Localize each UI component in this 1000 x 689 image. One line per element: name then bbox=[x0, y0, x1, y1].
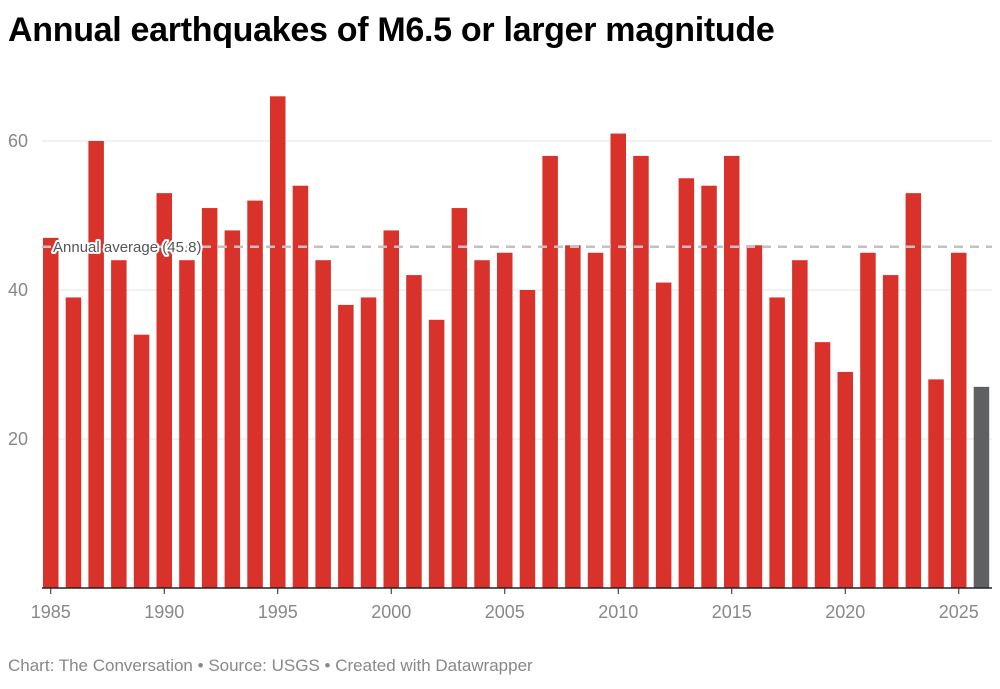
bar bbox=[769, 297, 785, 588]
bar bbox=[882, 275, 899, 588]
x-tick-label: 1990 bbox=[144, 602, 184, 622]
x-axis: 1985 1990 1995 2000 2005 2010 2015 2020 2025 bbox=[31, 587, 992, 622]
footer-credit: Chart: The Conversation bbox=[8, 656, 193, 675]
footer-source: Source: USGS bbox=[208, 656, 320, 675]
y-tick-label: 60 bbox=[8, 131, 28, 151]
x-tick-label: 2005 bbox=[485, 602, 525, 622]
chart-title: Annual earthquakes of M6.5 or larger mag… bbox=[8, 11, 775, 49]
bar bbox=[973, 386, 990, 588]
bar bbox=[746, 245, 763, 589]
bar bbox=[792, 260, 808, 588]
bar bbox=[724, 155, 740, 588]
x-tick-label: 2015 bbox=[712, 602, 752, 622]
bar bbox=[451, 208, 468, 589]
bar bbox=[179, 260, 195, 588]
bar bbox=[247, 200, 263, 588]
bar bbox=[905, 193, 922, 588]
bar bbox=[678, 178, 695, 588]
bar bbox=[315, 260, 331, 588]
bar bbox=[360, 297, 377, 588]
footer-separator: • bbox=[192, 656, 209, 675]
bar bbox=[633, 155, 649, 588]
bar bbox=[224, 230, 241, 588]
bar bbox=[428, 319, 445, 588]
bar bbox=[338, 304, 354, 588]
bar bbox=[292, 185, 309, 588]
gridlines bbox=[42, 140, 992, 440]
bar bbox=[837, 371, 853, 588]
bar bbox=[860, 252, 876, 588]
chart-footer: Chart: The Conversation • Source: USGS •… bbox=[8, 656, 533, 676]
bar bbox=[814, 342, 831, 588]
footer-tool: Created with Datawrapper bbox=[335, 656, 533, 675]
bar bbox=[610, 133, 626, 589]
x-tick-label: 2025 bbox=[939, 602, 979, 622]
bar bbox=[43, 237, 59, 588]
x-tick-label: 1995 bbox=[258, 602, 298, 622]
bar bbox=[701, 185, 717, 588]
bar bbox=[951, 252, 967, 588]
bar bbox=[133, 334, 150, 588]
bars bbox=[43, 96, 990, 589]
bar bbox=[474, 260, 490, 588]
bar bbox=[88, 141, 104, 588]
x-tick-label: 2020 bbox=[825, 602, 865, 622]
bar bbox=[65, 297, 82, 588]
y-tick-label: 40 bbox=[8, 280, 28, 300]
average-annotation: Annual average (45.8) bbox=[42, 237, 992, 258]
y-tick-label: 20 bbox=[8, 429, 28, 449]
y-axis-labels: 20 40 60 bbox=[8, 131, 28, 449]
bar bbox=[201, 208, 218, 589]
bar bbox=[406, 275, 422, 588]
bar bbox=[565, 245, 581, 589]
bar bbox=[655, 282, 672, 588]
x-tick-label: 1985 bbox=[31, 602, 71, 622]
bar bbox=[497, 252, 513, 588]
footer-separator: • bbox=[319, 656, 336, 675]
bar bbox=[542, 155, 558, 588]
bar bbox=[928, 379, 944, 588]
x-tick-label: 2000 bbox=[371, 602, 411, 622]
x-tick-label: 2010 bbox=[598, 602, 638, 622]
average-label: Annual average (45.8) bbox=[53, 239, 201, 256]
bar bbox=[111, 260, 127, 588]
bar bbox=[587, 252, 604, 588]
bar bbox=[383, 230, 399, 588]
bar bbox=[156, 193, 172, 588]
bar bbox=[519, 290, 536, 588]
bar bbox=[270, 96, 286, 589]
